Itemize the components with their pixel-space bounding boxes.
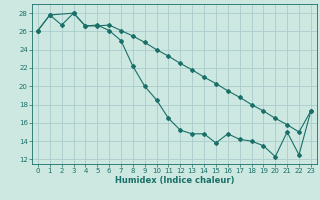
X-axis label: Humidex (Indice chaleur): Humidex (Indice chaleur) xyxy=(115,176,234,185)
